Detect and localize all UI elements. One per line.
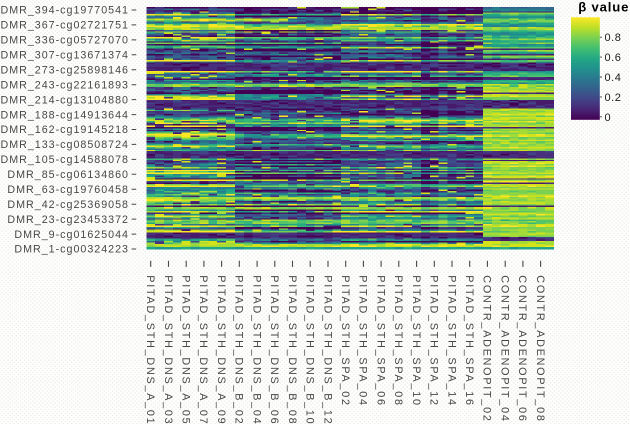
svg-text:CONTR_ADENOPIT_04: CONTR_ADENOPIT_04 (499, 275, 511, 422)
svg-text:0.2: 0.2 (605, 92, 622, 104)
svg-text:DMR_85-cg06134860: DMR_85-cg06134860 (7, 169, 129, 181)
svg-text:DMR_214-cg13104880: DMR_214-cg13104880 (0, 94, 129, 106)
svg-text:β value: β value (578, 0, 629, 15)
svg-text:DMR_367-cg02721751: DMR_367-cg02721751 (0, 20, 129, 32)
svg-text:PITAD_STH_DNS_A_05: PITAD_STH_DNS_A_05 (180, 275, 192, 424)
svg-text:PITAD_STH_DNS_A_03: PITAD_STH_DNS_A_03 (162, 275, 174, 424)
svg-text:0.6: 0.6 (605, 52, 622, 64)
svg-text:DMR_133-cg08508724: DMR_133-cg08508724 (0, 139, 129, 151)
svg-text:PITAD_STH_DNS_B_04: PITAD_STH_DNS_B_04 (250, 275, 262, 424)
svg-text:PITAD_STH_SPA_12: PITAD_STH_SPA_12 (428, 275, 440, 406)
svg-text:PITAD_STH_DNS_A_09: PITAD_STH_DNS_A_09 (215, 275, 227, 424)
svg-text:CONTR_ADENOPIT_06: CONTR_ADENOPIT_06 (516, 275, 528, 422)
svg-text:PITAD_STH_SPA_16: PITAD_STH_SPA_16 (463, 275, 475, 406)
svg-text:0.8: 0.8 (605, 32, 622, 44)
svg-text:CONTR_ADENOPIT_08: CONTR_ADENOPIT_08 (534, 275, 546, 422)
svg-text:DMR_42-cg25369058: DMR_42-cg25369058 (7, 199, 129, 211)
svg-text:PITAD_STH_SPA_10: PITAD_STH_SPA_10 (410, 275, 422, 406)
svg-text:0.4: 0.4 (605, 72, 622, 84)
svg-text:CONTR_ADENOPIT_02: CONTR_ADENOPIT_02 (481, 275, 493, 422)
svg-text:PITAD_STH_DNS_B_10: PITAD_STH_DNS_B_10 (304, 275, 316, 424)
svg-text:DMR_336-cg05727070: DMR_336-cg05727070 (0, 35, 129, 47)
svg-text:PITAD_STH_SPA_06: PITAD_STH_SPA_06 (374, 275, 386, 406)
svg-text:DMR_105-cg14588078: DMR_105-cg14588078 (0, 154, 129, 166)
svg-text:DMR_1-cg00324223: DMR_1-cg00324223 (14, 244, 129, 256)
svg-text:DMR_273-cg25898146: DMR_273-cg25898146 (0, 65, 129, 77)
svg-text:DMR_162-cg19145218: DMR_162-cg19145218 (0, 124, 129, 136)
svg-text:PITAD_STH_DNS_B_06: PITAD_STH_DNS_B_06 (268, 275, 280, 424)
svg-text:PITAD_STH_DNS_B_08: PITAD_STH_DNS_B_08 (286, 275, 298, 424)
svg-text:PITAD_STH_DNS_A_07: PITAD_STH_DNS_A_07 (197, 275, 209, 424)
svg-text:DMR_188-cg14913644: DMR_188-cg14913644 (0, 109, 129, 121)
svg-text:PITAD_STH_DNS_B_02: PITAD_STH_DNS_B_02 (233, 275, 245, 424)
svg-text:DMR_9-cg01625044: DMR_9-cg01625044 (14, 229, 129, 241)
svg-text:PITAD_STH_SPA_14: PITAD_STH_SPA_14 (445, 275, 457, 406)
svg-text:DMR_23-cg23453372: DMR_23-cg23453372 (7, 214, 129, 226)
svg-text:PITAD_STH_SPA_08: PITAD_STH_SPA_08 (392, 275, 404, 406)
svg-text:DMR_63-cg19760458: DMR_63-cg19760458 (7, 184, 129, 196)
svg-text:PITAD_STH_SPA_02: PITAD_STH_SPA_02 (339, 275, 351, 406)
svg-text:DMR_394-cg19770541: DMR_394-cg19770541 (0, 5, 129, 17)
svg-text:0: 0 (605, 112, 612, 124)
svg-text:PITAD_STH_DNS_A_01: PITAD_STH_DNS_A_01 (144, 275, 156, 424)
svg-text:PITAD_STH_DNS_B_12: PITAD_STH_DNS_B_12 (321, 275, 333, 424)
svg-text:PITAD_STH_SPA_04: PITAD_STH_SPA_04 (357, 275, 369, 406)
svg-text:DMR_307-cg13671374: DMR_307-cg13671374 (0, 50, 129, 62)
svg-text:DMR_243-cg22161893: DMR_243-cg22161893 (0, 79, 129, 91)
